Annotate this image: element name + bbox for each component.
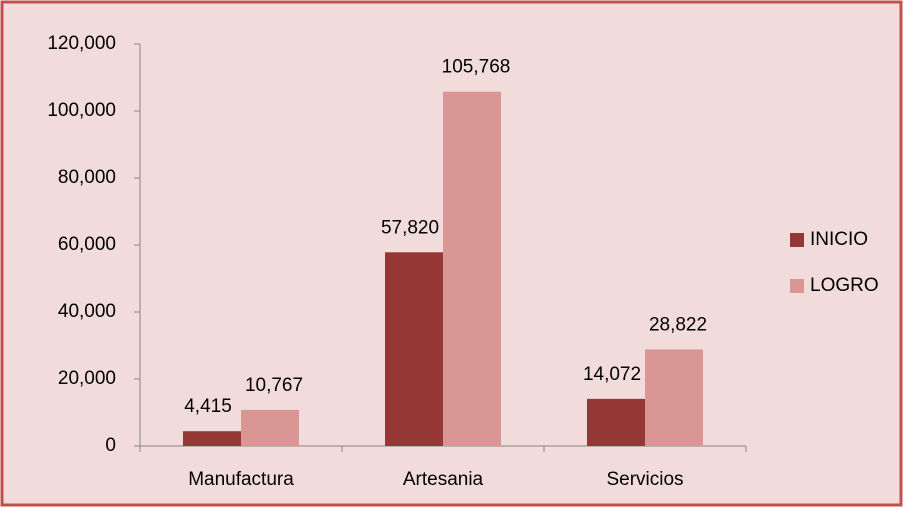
bar	[241, 409, 299, 446]
y-tick-label: 80,000	[58, 167, 116, 188]
y-tick-label: 0	[105, 435, 116, 456]
bar	[385, 252, 443, 446]
bar	[443, 91, 501, 447]
data-label: 10,767	[245, 375, 303, 396]
bar	[587, 398, 645, 446]
data-label: 28,822	[649, 314, 707, 335]
y-tick-label: 40,000	[58, 301, 116, 322]
bar	[183, 431, 241, 446]
data-label: 105,768	[442, 57, 511, 78]
x-tick-label: Manufactura	[188, 469, 294, 490]
y-tick-label: 120,000	[47, 33, 116, 54]
y-tick-label: 100,000	[47, 100, 116, 121]
x-tick-label: Servicios	[606, 469, 683, 490]
legend-swatch	[790, 233, 804, 247]
x-tick-label: Artesania	[403, 469, 484, 490]
legend-label: INICIO	[810, 229, 868, 250]
legend-label: LOGRO	[810, 275, 879, 296]
data-label: 57,820	[381, 217, 439, 238]
bar	[645, 349, 703, 446]
y-tick-label: 60,000	[58, 234, 116, 255]
legend-swatch	[790, 279, 804, 293]
y-tick-label: 20,000	[58, 368, 116, 389]
data-label: 4,415	[184, 396, 232, 417]
data-label: 14,072	[583, 364, 641, 385]
